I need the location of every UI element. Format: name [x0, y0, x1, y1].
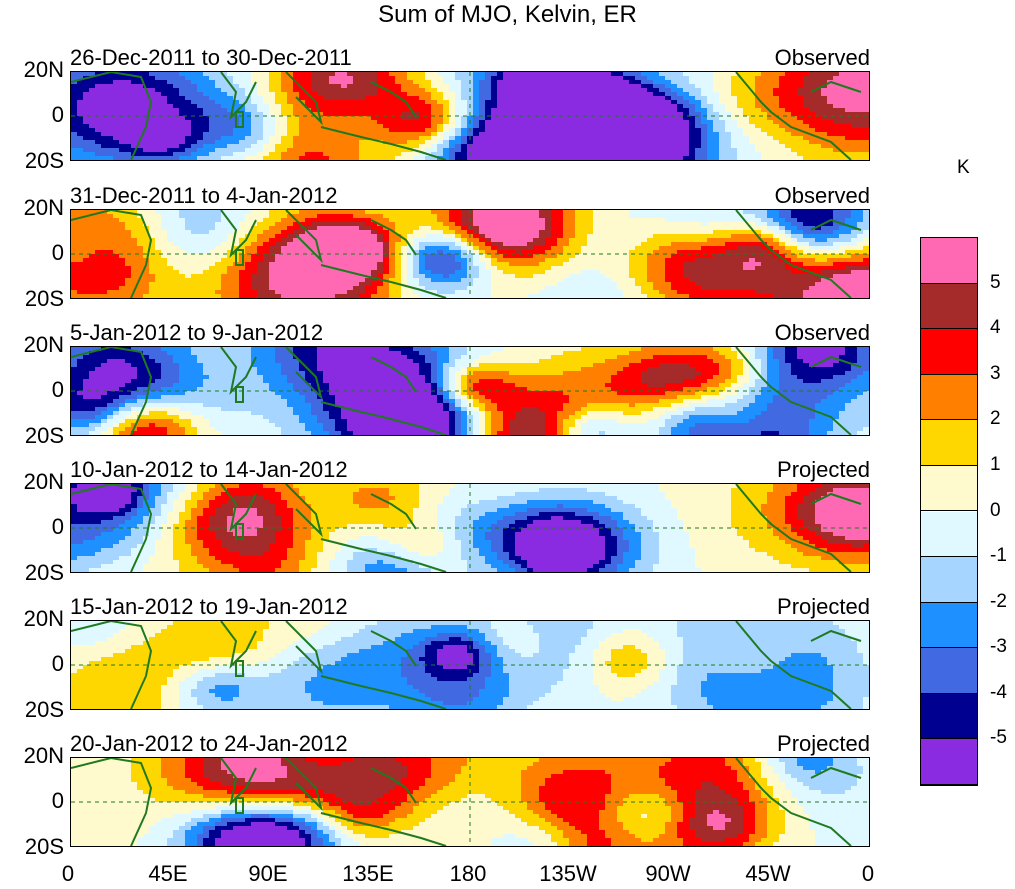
anomaly-map-panel: [70, 209, 870, 299]
colorbar-tick-label: 3: [990, 362, 1001, 384]
x-tick-90w: 90W: [645, 861, 691, 886]
colorbar-tick-label: 5: [990, 271, 1001, 293]
y-tick-label: 0: [51, 240, 64, 265]
anomaly-map-panel: [70, 346, 870, 436]
anomaly-field: [71, 758, 869, 846]
x-tick-180: 180: [449, 861, 487, 886]
coastline-overlay: [71, 758, 862, 846]
y-tick-label: 20N: [23, 332, 64, 357]
y-tick-label: 20S: [24, 423, 64, 448]
coastline-overlay: [71, 210, 862, 298]
y-tick-label: 20N: [23, 195, 64, 220]
y-tick-label: 0: [51, 514, 64, 539]
colorbar-tick-label: 1: [990, 453, 1001, 475]
coastline-overlay: [71, 621, 862, 709]
colorbar-segment: [921, 693, 977, 740]
colorbar-segment: [921, 329, 977, 375]
colorbar-tick-label: -2: [990, 590, 1007, 612]
colorbar-segment: [921, 602, 977, 649]
x-tick-45w: 45W: [745, 861, 791, 886]
panel-type-label: Observed: [774, 320, 870, 345]
x-tick-45e: 45E: [148, 861, 188, 886]
colorbar-segment: [921, 238, 977, 284]
colorbar-segment: [921, 739, 977, 785]
colorbar-segment: [921, 465, 977, 512]
colorbar-tick-label: 0: [990, 499, 1001, 521]
y-tick-label: 20N: [23, 469, 64, 494]
panel-type-label: Observed: [774, 183, 870, 208]
y-tick-label: 20N: [23, 743, 64, 768]
x-tick-135w: 135W: [539, 861, 597, 886]
anomaly-field: [71, 210, 869, 298]
anomaly-map-panel: [70, 71, 870, 161]
panel-date-range: 5-Jan-2012 to 9-Jan-2012: [70, 320, 324, 345]
y-tick-label: 0: [51, 102, 64, 127]
anomaly-field: [71, 621, 869, 709]
coastline-overlay: [71, 484, 862, 572]
colorbar-tick-label: 2: [990, 408, 1001, 430]
colorbar-tick-label: -1: [990, 545, 1007, 567]
panel-type-label: Observed: [774, 45, 870, 70]
panel-type-label: Projected: [777, 594, 870, 619]
panel-type-label: Projected: [777, 457, 870, 482]
colorbar-segment: [921, 283, 977, 330]
anomaly-map-panel: [70, 757, 870, 847]
coastline-overlay: [71, 72, 862, 160]
anomaly-field: [71, 484, 869, 572]
colorbar-segment: [921, 557, 977, 603]
panel-type-label: Projected: [777, 731, 870, 756]
y-tick-label: 20S: [24, 697, 64, 722]
y-tick-label: 20S: [24, 834, 64, 859]
y-tick-label: 20S: [24, 560, 64, 585]
colorbar-segment: [921, 374, 977, 421]
x-tick-0: 0: [61, 861, 75, 886]
panel-date-range: 20-Jan-2012 to 24-Jan-2012: [70, 731, 348, 756]
x-tick-135e: 135E: [342, 861, 394, 886]
colorbar-tick-label: -3: [990, 636, 1007, 658]
anomaly-map-panel: [70, 620, 870, 710]
panel-date-range: 15-Jan-2012 to 19-Jan-2012: [70, 594, 348, 619]
colorbar-segment: [921, 648, 977, 694]
colorbar-segment: [921, 420, 977, 466]
figure-title: Sum of MJO, Kelvin, ER: [378, 1, 637, 28]
colorbar-tick-label: 4: [990, 317, 1001, 339]
colorbar: [920, 237, 978, 786]
y-tick-label: 0: [51, 788, 64, 813]
y-tick-label: 0: [51, 377, 64, 402]
colorbar-segment: [921, 511, 977, 558]
panel-date-range: 31-Dec-2011 to 4-Jan-2012: [70, 183, 338, 208]
colorbar-unit: K: [957, 157, 970, 178]
anomaly-field: [71, 72, 869, 160]
x-tick-0-end: 0: [861, 861, 875, 886]
x-tick-90e: 90E: [248, 861, 288, 886]
anomaly-map-panel: [70, 483, 870, 573]
anomaly-field: [71, 347, 869, 435]
y-tick-label: 20S: [24, 148, 64, 173]
colorbar-tick-label: -4: [990, 681, 1007, 703]
panel-date-range: 26-Dec-2011 to 30-Dec-2011: [70, 45, 352, 70]
y-tick-label: 0: [51, 651, 64, 676]
y-tick-label: 20N: [23, 57, 64, 82]
y-tick-label: 20N: [23, 606, 64, 631]
y-tick-label: 20S: [24, 286, 64, 311]
panel-date-range: 10-Jan-2012 to 14-Jan-2012: [70, 457, 348, 482]
colorbar-tick-label: -5: [990, 727, 1007, 749]
coastline-overlay: [71, 347, 862, 435]
